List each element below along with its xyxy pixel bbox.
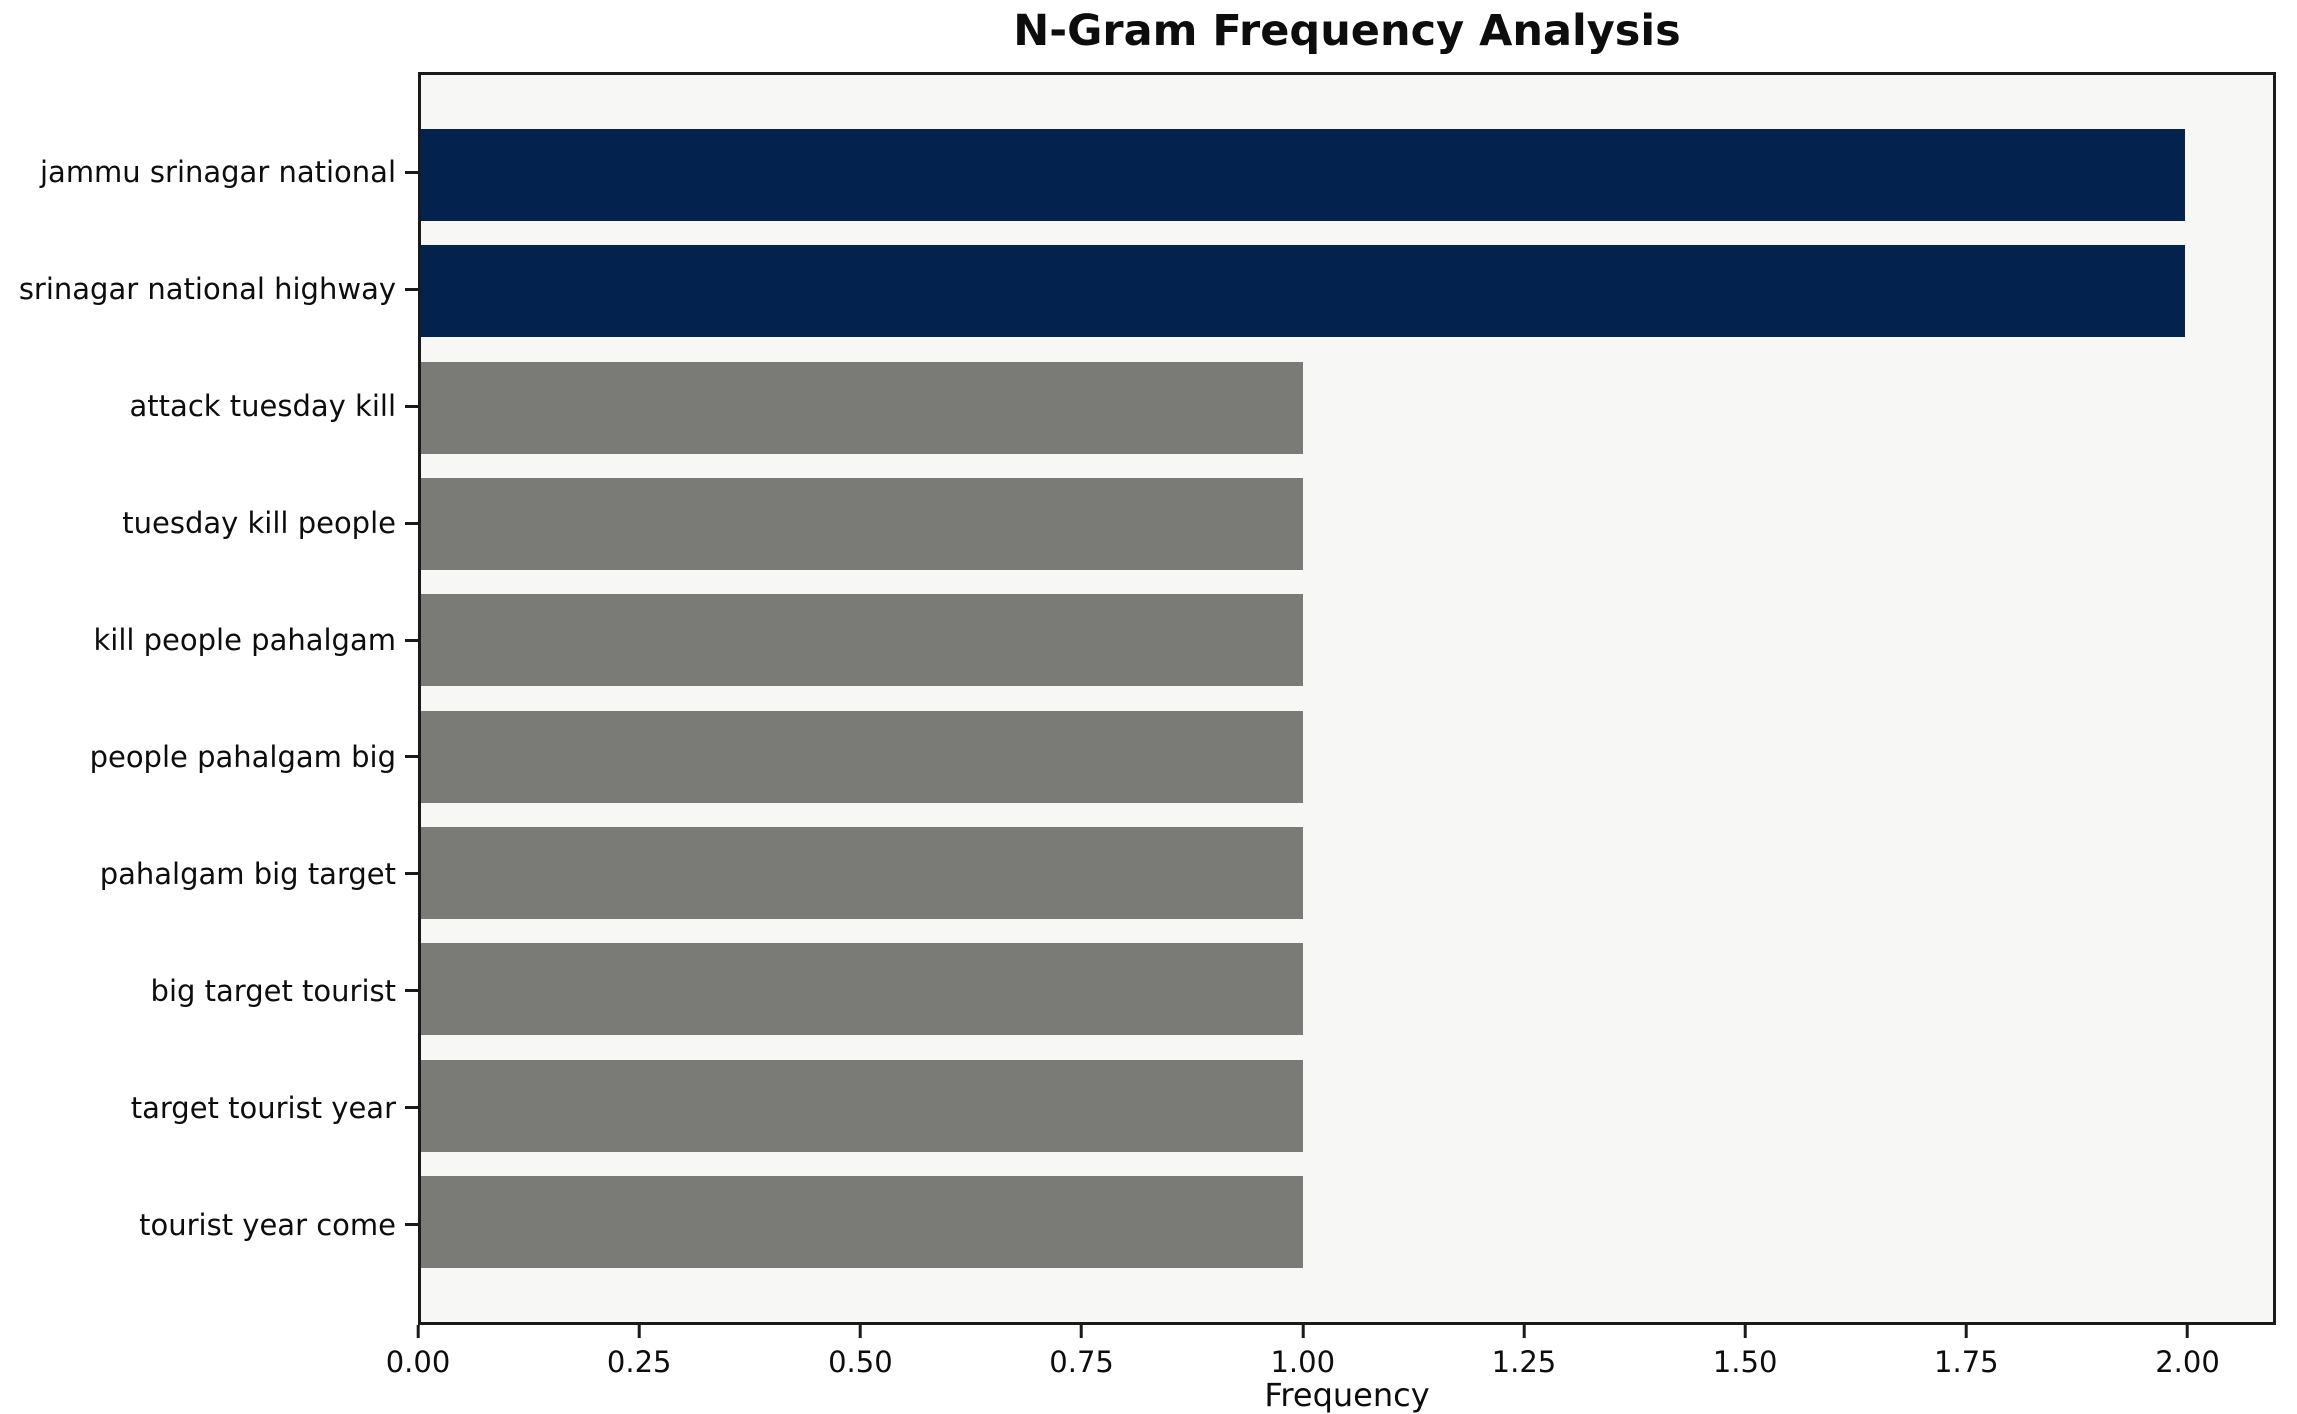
y-tick-mark (405, 1223, 418, 1227)
y-tick-mark (405, 989, 418, 993)
x-tick-label: 2.00 (2155, 1345, 2220, 1379)
bar (421, 710, 1303, 803)
chart-title: N-Gram Frequency Analysis (1013, 6, 1681, 56)
y-axis-category-label: pahalgam big target (99, 856, 396, 891)
y-axis-category-label: attack tuesday kill (129, 389, 396, 424)
x-tick-mark (416, 1325, 420, 1338)
x-tick: 0.50 (828, 1325, 893, 1379)
x-tick-label: 0.25 (606, 1345, 672, 1379)
bar-row (421, 233, 2273, 349)
x-tick-mark (1301, 1325, 1305, 1338)
y-axis-category-label: target tourist year (130, 1090, 396, 1125)
x-tick-mark (1522, 1325, 1526, 1338)
y-tick-mark (405, 755, 418, 759)
y-axis-category-row: kill people pahalgam (0, 582, 418, 699)
y-tick-mark (405, 638, 418, 642)
y-axis-category-label: people pahalgam big (89, 739, 396, 774)
x-axis-ticks: 0.00 0.25 0.50 0.75 1.00 1.25 1.50 1.75 … (386, 1325, 2276, 1387)
y-axis-category-row: target tourist year (0, 1049, 418, 1166)
x-tick: 1.75 (1934, 1325, 1999, 1379)
bar-row (421, 466, 2273, 582)
x-tick: 0.00 (385, 1325, 451, 1379)
bar (421, 943, 1303, 1036)
x-tick-label: 0.50 (828, 1345, 893, 1379)
y-axis-category-row: pahalgam big target (0, 815, 418, 932)
y-axis-category-label: jammu srinagar national (39, 155, 396, 190)
x-tick-mark (2186, 1325, 2190, 1338)
bar (421, 245, 2185, 338)
x-tick-mark (1743, 1325, 1747, 1338)
y-axis-category-label: kill people pahalgam (93, 623, 396, 658)
x-tick: 0.25 (606, 1325, 672, 1379)
bar-row (421, 815, 2273, 931)
y-tick-mark (405, 170, 418, 174)
y-axis-category-row: tourist year come (0, 1166, 418, 1283)
x-tick-mark (858, 1325, 862, 1338)
bar (421, 478, 1303, 571)
x-tick-label: 1.75 (1934, 1345, 1999, 1379)
y-tick-mark (405, 521, 418, 525)
bar (421, 1175, 1303, 1268)
bar (421, 1059, 1303, 1152)
bar-row (421, 698, 2273, 814)
x-tick-mark (1964, 1325, 1968, 1338)
y-tick-mark (405, 287, 418, 291)
x-tick-label: 1.50 (1712, 1345, 1778, 1379)
x-tick-label: 1.00 (1270, 1345, 1336, 1379)
bar-row (421, 582, 2273, 698)
y-axis-category-row: tuesday kill people (0, 465, 418, 582)
x-tick: 0.75 (1049, 1325, 1114, 1379)
bar (421, 129, 2185, 222)
y-axis-category-row: srinagar national highway (0, 231, 418, 348)
x-tick-mark (637, 1325, 641, 1338)
bar (421, 594, 1303, 687)
y-axis-category-row: big target tourist (0, 932, 418, 1049)
bar-row (421, 931, 2273, 1047)
y-tick-mark (405, 872, 418, 876)
y-axis-category-row: attack tuesday kill (0, 348, 418, 465)
bar-row (421, 1164, 2273, 1280)
y-tick-mark (405, 404, 418, 408)
y-axis-category-label: srinagar national highway (18, 272, 396, 307)
x-tick-label: 0.00 (385, 1345, 451, 1379)
x-tick-label: 1.25 (1491, 1345, 1557, 1379)
y-axis-category-label: tuesday kill people (122, 506, 396, 541)
y-axis-category-row: people pahalgam big (0, 699, 418, 816)
y-axis-category-label: big target tourist (150, 973, 396, 1008)
y-tick-mark (405, 1106, 418, 1110)
x-tick: 1.50 (1712, 1325, 1778, 1379)
bar-row (421, 1047, 2273, 1163)
bar (421, 826, 1303, 919)
x-tick: 2.00 (2155, 1325, 2220, 1379)
bar-series (421, 75, 2273, 1322)
x-tick: 1.00 (1270, 1325, 1335, 1379)
y-axis-category-label: tourist year come (139, 1207, 396, 1242)
x-tick: 1.25 (1491, 1325, 1557, 1379)
x-tick-mark (1080, 1325, 1084, 1338)
axes-frame (418, 72, 2276, 1325)
y-axis-category-row: jammu srinagar national (0, 114, 418, 231)
bar-row (421, 117, 2273, 233)
x-tick-label: 0.75 (1049, 1345, 1114, 1379)
x-axis-label: Frequency (1264, 1376, 1430, 1414)
y-axis-labels: jammu srinagar national srinagar nationa… (0, 72, 418, 1325)
bar-row (421, 350, 2273, 466)
bar (421, 361, 1303, 454)
